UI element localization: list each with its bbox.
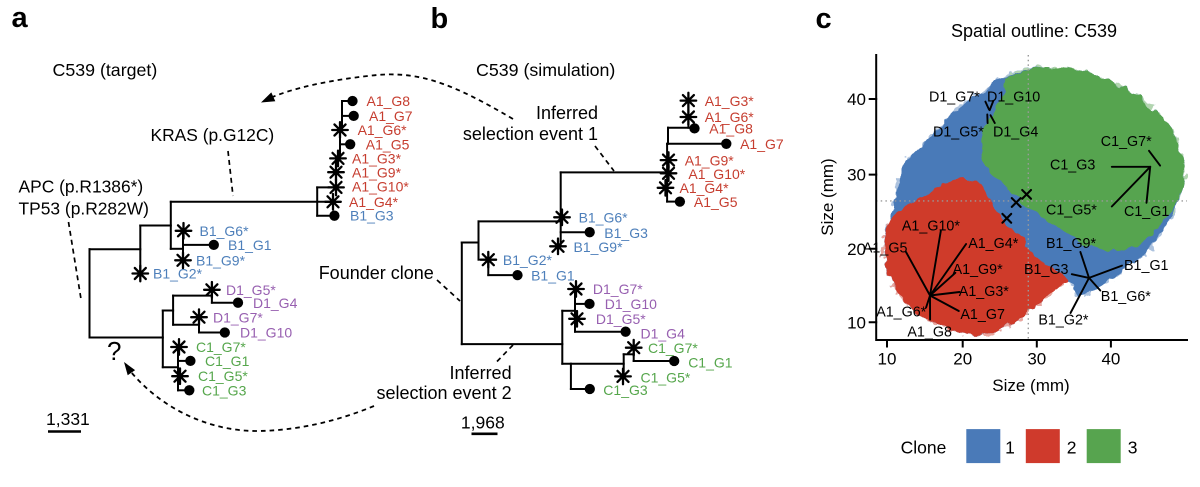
svg-text:C1_G3: C1_G3 — [603, 382, 648, 398]
svg-text:A1_G4*: A1_G4* — [680, 180, 730, 196]
svg-text:D1_G10: D1_G10 — [987, 89, 1040, 105]
svg-text:B1_G6*: B1_G6* — [1101, 289, 1152, 305]
svg-text:D1_G5*: D1_G5* — [933, 125, 984, 141]
svg-text:2: 2 — [1067, 438, 1077, 458]
svg-text:b: b — [431, 3, 449, 35]
svg-text:B1_G2*: B1_G2* — [1038, 313, 1089, 329]
svg-text:A1_G10*: A1_G10* — [688, 166, 745, 182]
svg-text:D1_G4: D1_G4 — [641, 326, 686, 342]
svg-text:C1_G3: C1_G3 — [1050, 157, 1095, 173]
svg-text:D1_G4: D1_G4 — [993, 125, 1038, 141]
svg-text:C1_G7*: C1_G7* — [196, 339, 246, 355]
svg-text:3: 3 — [1128, 438, 1138, 458]
svg-text:B1_G6*: B1_G6* — [200, 223, 250, 239]
svg-text:1: 1 — [1005, 438, 1015, 458]
svg-text:a: a — [12, 2, 29, 34]
svg-text:A1_G6*: A1_G6* — [705, 109, 755, 125]
svg-text:TP53 (p.R282W): TP53 (p.R282W) — [19, 199, 149, 219]
svg-text:selection event 1: selection event 1 — [463, 124, 598, 144]
svg-text:10: 10 — [878, 350, 897, 369]
svg-text:A1_G5: A1_G5 — [863, 241, 908, 257]
svg-text:C539 (simulation): C539 (simulation) — [476, 60, 615, 80]
svg-text:B1_G3: B1_G3 — [350, 208, 394, 224]
svg-text:C1_G5*: C1_G5* — [641, 370, 691, 386]
svg-text:B1_G1: B1_G1 — [531, 267, 575, 283]
svg-text:Spatial outline: C539: Spatial outline: C539 — [951, 21, 1117, 41]
svg-text:B1_G2*: B1_G2* — [503, 252, 553, 268]
svg-text:A1_G10*: A1_G10* — [352, 179, 409, 195]
svg-text:C1_G1: C1_G1 — [1124, 204, 1169, 220]
svg-text:A1_G6*: A1_G6* — [876, 305, 927, 321]
svg-text:1,968: 1,968 — [461, 413, 505, 433]
svg-text:20: 20 — [847, 240, 866, 259]
svg-text:B1_G1: B1_G1 — [1124, 258, 1169, 274]
svg-text:B1_G9*: B1_G9* — [574, 239, 624, 255]
svg-text:?: ? — [107, 336, 121, 366]
svg-text:D1_G5*: D1_G5* — [596, 311, 646, 327]
svg-text:30: 30 — [1027, 350, 1046, 369]
svg-text:A1_G6*: A1_G6* — [358, 122, 408, 138]
svg-text:Founder clone: Founder clone — [319, 263, 434, 283]
svg-text:B1_G9*: B1_G9* — [196, 252, 246, 268]
svg-text:B1_G3: B1_G3 — [604, 225, 648, 241]
svg-text:D1_G7*: D1_G7* — [929, 89, 980, 105]
svg-text:B1_G3: B1_G3 — [1024, 262, 1069, 278]
svg-text:A1_G4*: A1_G4* — [349, 194, 399, 210]
svg-text:A1_G7: A1_G7 — [740, 136, 784, 152]
svg-text:KRAS (p.G12C): KRAS (p.G12C) — [151, 125, 275, 145]
svg-text:B1_G2*: B1_G2* — [153, 266, 203, 282]
svg-text:A1_G3*: A1_G3* — [959, 284, 1010, 300]
svg-text:D1_G4: D1_G4 — [253, 295, 298, 311]
svg-text:A1_G3*: A1_G3* — [705, 93, 755, 109]
svg-text:B1_G6*: B1_G6* — [579, 210, 629, 226]
svg-text:C1_G5*: C1_G5* — [1046, 203, 1097, 219]
svg-text:Size (mm): Size (mm) — [818, 158, 837, 235]
svg-text:C1_G1: C1_G1 — [205, 353, 250, 369]
svg-text:D1_G10: D1_G10 — [605, 296, 657, 312]
svg-text:C1_G3: C1_G3 — [202, 382, 247, 398]
svg-text:40: 40 — [1101, 350, 1120, 369]
svg-text:10: 10 — [847, 313, 866, 332]
svg-text:A1_G5: A1_G5 — [694, 194, 738, 210]
svg-text:Size (mm): Size (mm) — [992, 376, 1069, 395]
svg-text:C1_G5*: C1_G5* — [198, 368, 248, 384]
svg-text:Clone: Clone — [901, 438, 947, 458]
svg-text:A1_G8: A1_G8 — [907, 324, 952, 340]
svg-text:C1_G7*: C1_G7* — [648, 340, 698, 356]
svg-text:A1_G9*: A1_G9* — [352, 164, 402, 180]
svg-text:selection event 2: selection event 2 — [377, 383, 512, 403]
svg-text:APC (p.R1386*): APC (p.R1386*) — [19, 177, 144, 197]
svg-text:40: 40 — [847, 90, 866, 109]
svg-text:B1_G9*: B1_G9* — [1046, 236, 1097, 252]
svg-text:C1_G7*: C1_G7* — [1101, 134, 1152, 150]
svg-text:D1_G7*: D1_G7* — [213, 309, 263, 325]
svg-text:A1_G7: A1_G7 — [960, 307, 1005, 323]
svg-text:A1_G4*: A1_G4* — [968, 236, 1019, 252]
svg-text:A1_G9*: A1_G9* — [685, 152, 735, 168]
svg-text:A1_G8: A1_G8 — [367, 93, 411, 109]
svg-text:A1_G7: A1_G7 — [369, 108, 413, 124]
svg-text:A1_G9*: A1_G9* — [953, 262, 1004, 278]
svg-text:1,331: 1,331 — [46, 409, 90, 429]
svg-text:D1_G5*: D1_G5* — [226, 282, 276, 298]
svg-text:D1_G7*: D1_G7* — [593, 281, 643, 297]
svg-text:A1_G3*: A1_G3* — [352, 151, 402, 167]
svg-text:20: 20 — [953, 350, 972, 369]
svg-text:C1_G1: C1_G1 — [688, 355, 733, 371]
svg-text:Inferred: Inferred — [450, 363, 512, 383]
svg-text:A1_G10*: A1_G10* — [902, 219, 960, 235]
svg-text:c: c — [816, 3, 832, 35]
svg-text:D1_G10: D1_G10 — [240, 325, 292, 341]
svg-text:A1_G8: A1_G8 — [709, 121, 753, 137]
svg-text:Inferred: Inferred — [536, 103, 598, 123]
svg-text:A1_G5: A1_G5 — [366, 136, 410, 152]
svg-text:30: 30 — [847, 166, 866, 185]
svg-text:C539 (target): C539 (target) — [53, 60, 158, 80]
svg-text:B1_G1: B1_G1 — [228, 237, 272, 253]
